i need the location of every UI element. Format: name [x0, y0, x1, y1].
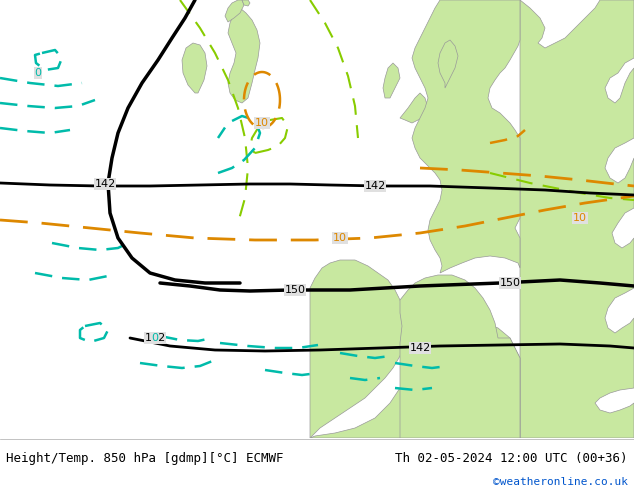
- Text: 0: 0: [34, 68, 41, 78]
- Text: 0: 0: [152, 333, 158, 343]
- Text: 150: 150: [285, 285, 306, 295]
- Text: 150: 150: [500, 278, 521, 288]
- Polygon shape: [400, 93, 428, 123]
- Polygon shape: [412, 0, 520, 273]
- Polygon shape: [228, 8, 260, 103]
- Text: 10: 10: [333, 233, 347, 243]
- Text: Height/Temp. 850 hPa [gdmp][°C] ECMWF: Height/Temp. 850 hPa [gdmp][°C] ECMWF: [6, 452, 284, 466]
- Polygon shape: [520, 0, 634, 438]
- Text: Th 02-05-2024 12:00 UTC (00+36): Th 02-05-2024 12:00 UTC (00+36): [395, 452, 628, 466]
- Text: 142: 142: [410, 343, 430, 353]
- Text: 10: 10: [255, 118, 269, 128]
- Polygon shape: [400, 275, 520, 438]
- Polygon shape: [242, 0, 250, 6]
- Text: 142: 142: [365, 181, 385, 191]
- Polygon shape: [310, 260, 407, 438]
- Polygon shape: [438, 40, 458, 88]
- Polygon shape: [383, 63, 400, 98]
- Text: 10: 10: [573, 213, 587, 223]
- Text: ©weatheronline.co.uk: ©weatheronline.co.uk: [493, 477, 628, 487]
- Polygon shape: [310, 323, 520, 438]
- Polygon shape: [182, 43, 207, 93]
- Polygon shape: [225, 0, 244, 22]
- Text: 142: 142: [145, 333, 165, 343]
- Text: 142: 142: [94, 179, 115, 189]
